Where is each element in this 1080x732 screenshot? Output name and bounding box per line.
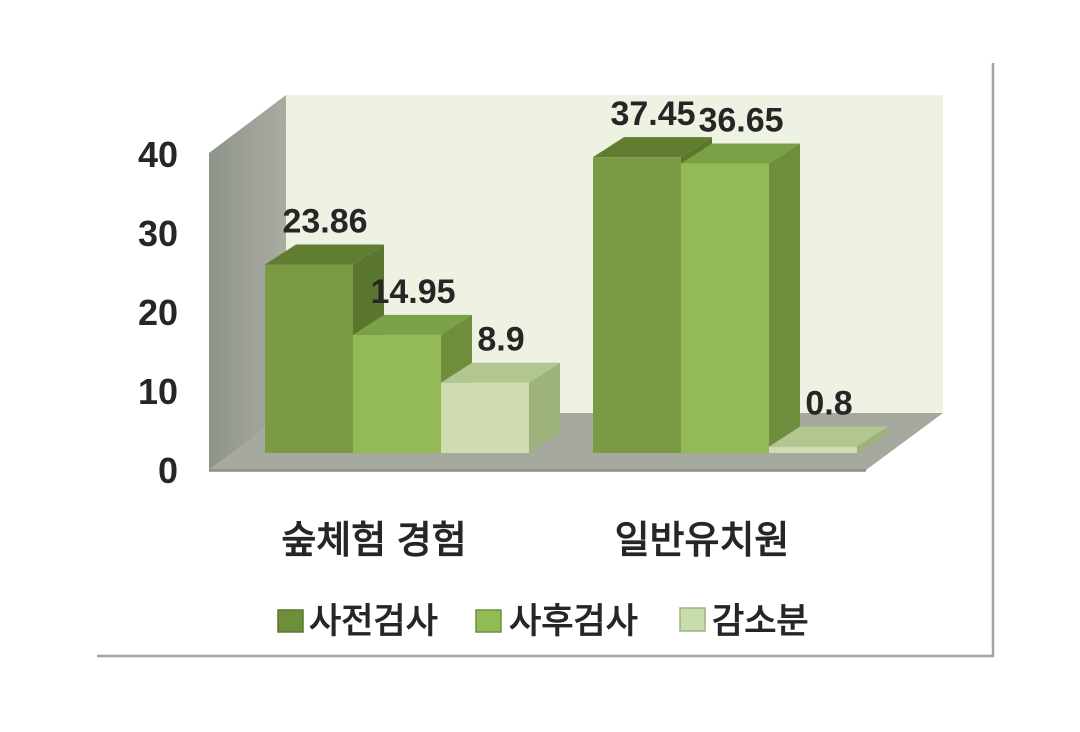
bar-front-s1-g2	[593, 157, 681, 453]
legend-label-3: 감소분	[712, 602, 809, 641]
bar-value-label-s1-g1: 23.86	[282, 203, 367, 241]
bar-value-label-s3-g2: 0.8	[805, 385, 852, 423]
bar-value-label-s2-g1: 14.95	[370, 273, 455, 311]
bar-front-s1-g1	[265, 264, 353, 453]
bar-value-label-s3-g1: 8.9	[477, 321, 524, 359]
bar-top-s3-g2	[769, 426, 888, 447]
bar-front-s2-g1	[353, 334, 441, 453]
y-tick-40: 40	[138, 134, 178, 175]
bar-side-s3-g2	[857, 426, 888, 453]
bar-top-s3-g1	[441, 362, 560, 383]
bar-front-s3-g1	[441, 382, 529, 453]
bar-top-s2-g2	[681, 143, 800, 164]
legend: 사전검사 사후검사 감소분	[277, 602, 809, 641]
bar-top-s1-g1	[265, 244, 384, 265]
x-axis: 숲체험 경험 일반유치원	[281, 520, 789, 562]
y-tick-0: 0	[158, 450, 178, 491]
category-label-2: 일반유치원	[615, 520, 790, 562]
bar-front-s2-g2	[681, 163, 769, 453]
legend-swatch-2	[475, 609, 502, 633]
y-tick-30: 30	[138, 213, 178, 254]
bar-front-s3-g2	[769, 446, 857, 453]
legend-swatch-3	[679, 607, 706, 632]
bar-side-s3-g1	[529, 362, 560, 453]
y-tick-10: 10	[138, 371, 178, 412]
legend-label-1: 사전검사	[309, 602, 438, 641]
bar-top-s1-g2	[593, 137, 712, 158]
legend-swatch-1	[277, 609, 304, 633]
category-label-1: 숲체험 경험	[281, 520, 466, 562]
bars-layer	[265, 137, 888, 453]
y-tick-20: 20	[138, 292, 178, 333]
bar-top-s2-g1	[353, 314, 472, 335]
bar-side-s2-g2	[769, 143, 800, 453]
bar-value-label-s1-g2: 37.45	[610, 95, 695, 133]
y-axis: 0 10 20 30 40	[138, 134, 178, 491]
bar-value-label-s2-g2: 36.65	[698, 101, 783, 139]
legend-label-2: 사후검사	[509, 602, 638, 641]
